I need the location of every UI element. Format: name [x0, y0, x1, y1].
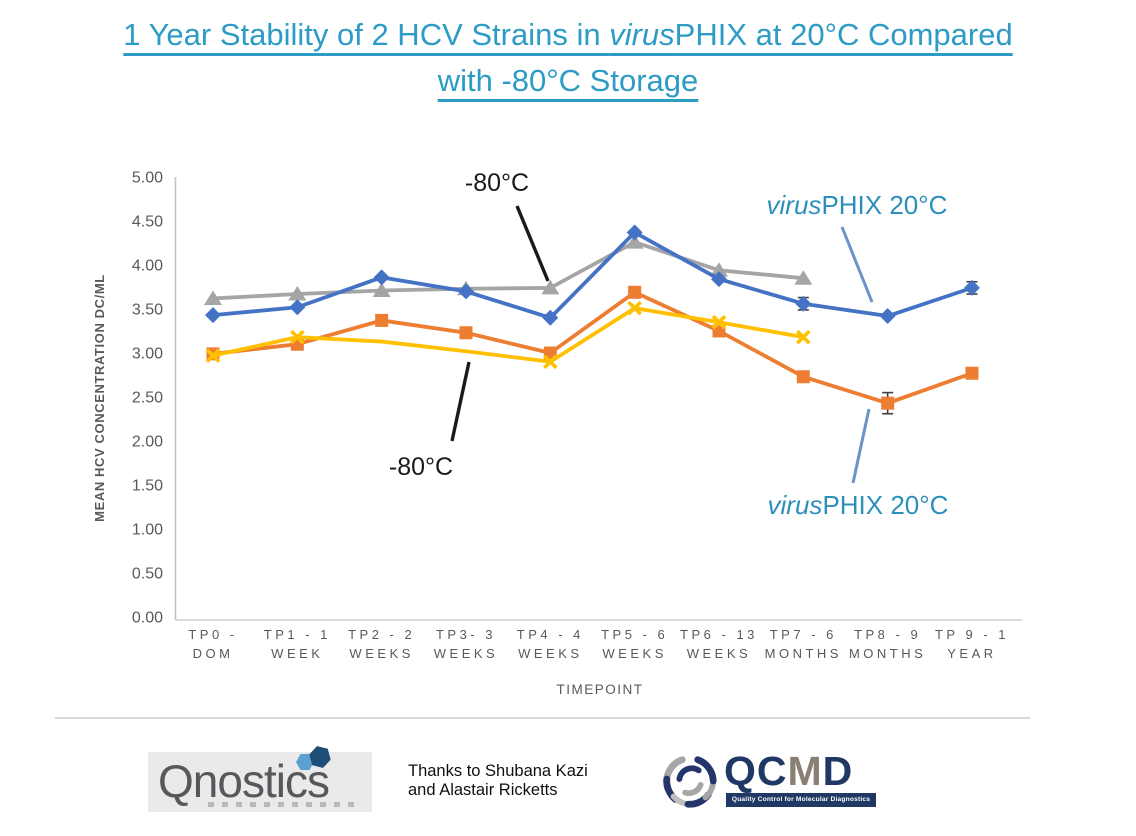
series-line	[212, 240, 804, 301]
y-tick-label: 3.50	[132, 302, 163, 319]
x-tick-label-line1: TP 9 - 1	[935, 627, 1009, 642]
marker-square	[796, 370, 810, 384]
marker-square	[375, 313, 389, 327]
marker-x	[796, 329, 811, 345]
marker-diamond	[963, 279, 980, 296]
annotation-virusphix-bottom: virusPHIX 20°C	[768, 408, 949, 520]
annotation-label: -80°C	[389, 453, 453, 481]
y-axis-title: MEAN HCV CONCENTRATION DC/ML	[92, 274, 107, 522]
annotation-virusphix-top: virusPHIX 20°C	[767, 190, 948, 303]
marker-diamond	[205, 307, 221, 324]
qcmd-swirl-globe-icon	[663, 756, 717, 808]
title-line2: with -80°C Storage	[437, 63, 699, 98]
qnostics-hexagon-light-icon	[296, 754, 314, 770]
marker-triangle	[794, 270, 813, 285]
series-line	[212, 290, 973, 406]
x-tick-label-line1: TP1 - 1	[264, 627, 331, 642]
x-tick-label-line1: TP3- 3	[436, 627, 496, 642]
y-tick-label: 0.00	[132, 610, 163, 627]
y-tick-label: 4.50	[132, 214, 163, 231]
acknowledgement-text: Thanks to Shubana Kazi and Alastair Rick…	[408, 762, 588, 799]
marker-square	[459, 326, 473, 340]
x-tick-label-line2: WEEKS	[602, 646, 666, 661]
annotation-leader-line	[851, 408, 871, 484]
marker-square	[628, 285, 642, 299]
marker-triangle	[625, 234, 644, 249]
x-tick-label-line1: TP4 - 4	[517, 627, 584, 642]
y-tick-label: 0.50	[132, 566, 163, 583]
marker-diamond	[626, 224, 643, 241]
x-tick-label-line2: DOM	[193, 646, 234, 661]
x-tick-label-line1: TP8 - 9	[854, 627, 921, 642]
x-tick-label-line2: WEEKS	[518, 646, 582, 661]
y-tick-label: 2.00	[132, 434, 163, 451]
marker-diamond	[795, 295, 812, 312]
y-axis-ticks: 0.00 0.50 1.00 1.50 2.00 2.50 3.00 3.50 4.00 4.50…	[132, 170, 163, 627]
annotation-leader-line	[515, 205, 550, 282]
x-tick-label-line2: WEEKS	[434, 646, 498, 661]
y-tick-label: 2.50	[132, 390, 163, 407]
x-tick-label-line1: TP5 - 6	[601, 627, 668, 642]
y-tick-label: 1.50	[132, 478, 163, 495]
marker-triangle	[288, 286, 307, 301]
x-tick-label-line1: TP7 - 6	[770, 627, 837, 642]
x-tick-label-line2: YEAR	[947, 646, 996, 661]
y-tick-label: 3.00	[132, 346, 163, 363]
marker-diamond	[457, 283, 474, 300]
axes	[174, 177, 1022, 621]
marker-triangle	[204, 290, 222, 305]
marker-diamond	[373, 269, 390, 286]
marker-diamond	[879, 308, 896, 325]
annotation-leader-line	[450, 361, 471, 442]
series-x	[205, 300, 811, 370]
marker-x	[543, 354, 558, 370]
y-tick-label: 4.00	[132, 258, 163, 275]
qnostics-tagline-cropped	[208, 802, 358, 807]
qnostics-logo: Qnostics	[148, 752, 372, 812]
annotation-label: virusPHIX 20°C	[768, 490, 949, 520]
series-line	[212, 306, 804, 364]
x-tick-label-line1: TP6 - 13	[680, 627, 758, 642]
marker-diamond	[710, 271, 727, 288]
x-tick-label-line2: WEEKS	[687, 646, 751, 661]
page-title: 1 Year Stability of 2 HCV Strains in vir…	[0, 12, 1136, 104]
x-axis-title: TIMEPOINT	[557, 682, 644, 697]
series-diamond	[205, 224, 980, 326]
y-tick-label: 1.00	[132, 522, 163, 539]
y-tick-label: 5.00	[132, 170, 163, 187]
annotation-minus80-top: -80°C	[465, 169, 550, 282]
marker-triangle	[541, 279, 560, 295]
footer-divider	[55, 717, 1030, 719]
marker-square	[881, 396, 895, 410]
marker-x	[205, 348, 221, 363]
x-tick-label-line2: WEEKS	[349, 646, 413, 661]
x-tick-label-line2: WEEK	[271, 646, 323, 661]
x-tick-label-line2: MONTHS	[765, 646, 842, 661]
qcmd-logo: QCMD Quality Control for Molecular Diagn…	[660, 749, 878, 813]
series-triangle	[204, 234, 813, 305]
marker-x	[627, 300, 642, 316]
x-tick-label-line1: TP2 - 2	[348, 627, 415, 642]
marker-triangle	[372, 282, 391, 298]
marker-diamond	[542, 309, 559, 326]
x-tick-label-line1: TP0 -	[188, 627, 237, 642]
annotation-minus80-bottom: -80°C	[389, 361, 471, 481]
annotation-label: -80°C	[465, 169, 529, 197]
marker-square	[965, 366, 979, 380]
series-line	[212, 230, 973, 320]
title-line1: 1 Year Stability of 2 HCV Strains in vir…	[123, 17, 1013, 52]
marker-x	[711, 314, 727, 330]
qcmd-tagline: Quality Control for Molecular Diagnostic…	[726, 793, 876, 807]
marker-x	[290, 329, 305, 345]
qcmd-logo-text: QCMD	[724, 748, 854, 794]
marker-triangle	[709, 262, 728, 277]
annotation-label: virusPHIX 20°C	[767, 190, 948, 220]
x-axis-ticks: TP0 - DOM TP1 - 1 WEEK TP2 - 2 WEEKS TP3- 3 WEE…	[188, 627, 1009, 661]
series-square	[206, 285, 979, 415]
x-tick-label-line2: MONTHS	[849, 646, 926, 661]
marker-diamond	[289, 299, 306, 316]
annotation-leader-line	[840, 226, 874, 303]
